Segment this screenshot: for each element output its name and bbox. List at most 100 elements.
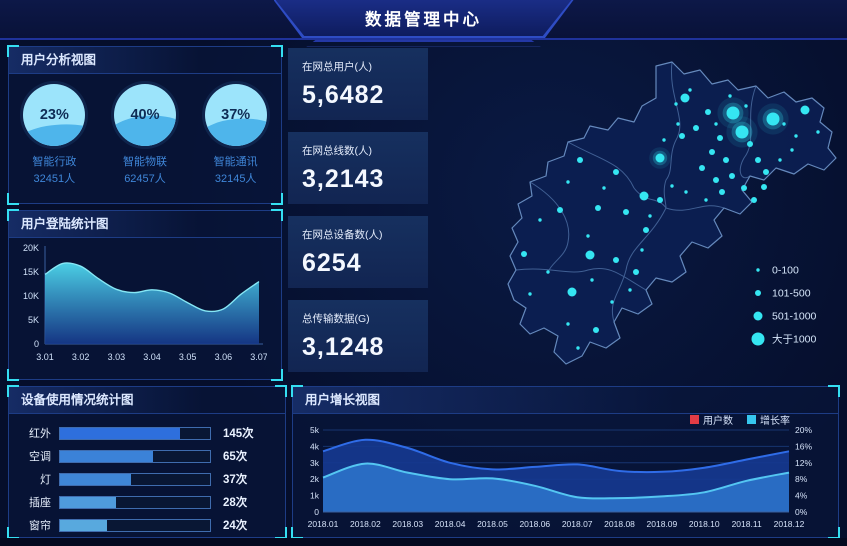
svg-text:4%: 4% — [795, 491, 808, 501]
svg-text:20%: 20% — [795, 425, 812, 435]
map-dot — [782, 122, 786, 126]
map-dot-layer — [521, 88, 820, 350]
gauge-circle: 23% — [23, 84, 86, 146]
map-dot — [709, 149, 715, 155]
svg-text:3.05: 3.05 — [179, 352, 197, 362]
map-dot — [662, 138, 666, 142]
map-dot — [639, 191, 649, 201]
stat-label: 在网总用户(人) — [302, 61, 372, 73]
corner-bracket-icon — [275, 385, 287, 397]
map-dot — [586, 234, 590, 238]
legend-item-增长率[interactable]: 增长率 — [747, 412, 790, 427]
legend-swatch-icon — [690, 415, 699, 424]
stat-value: 3,2143 — [302, 165, 385, 193]
device-value: 24次 — [223, 520, 248, 532]
legend-swatch-icon — [747, 415, 756, 424]
device-bar-row: 插座 28次 — [19, 493, 271, 511]
device-bar-track — [59, 495, 211, 509]
corner-bracket-icon — [271, 369, 283, 381]
map-dot — [521, 251, 527, 257]
svg-text:3.06: 3.06 — [215, 352, 233, 362]
gauge-label: 智能通讯 — [213, 156, 258, 168]
map-dot — [590, 278, 594, 282]
liquid-gauge: 23% 智能行政 32451人 — [9, 84, 99, 186]
map-dot — [713, 177, 719, 183]
map-dot — [585, 250, 595, 260]
panel-title-device-usage: 设备使用情况统计图 — [9, 387, 285, 414]
svg-text:2018.02: 2018.02 — [350, 519, 381, 529]
map-dot — [528, 292, 532, 296]
map-dot — [657, 197, 663, 203]
banner-decor-line — [306, 40, 541, 47]
panel-title-login-stats: 用户登陆统计图 — [9, 211, 281, 238]
corner-bracket-icon — [271, 209, 283, 221]
gauge-circle: 40% — [113, 84, 176, 146]
panel-title-user-analysis: 用户分析视图 — [9, 47, 281, 74]
panel-user-analysis: 用户分析视图 23% 智能行政 32451人 40% 智能物联 62457人 37% 智能通讯… — [7, 45, 283, 205]
map-dot — [623, 209, 629, 215]
corner-bracket-icon — [7, 193, 19, 205]
map-legend-label: 大于1000 — [772, 333, 817, 346]
device-label: 空调 — [29, 451, 51, 463]
map-dot — [735, 125, 749, 139]
map-dot — [800, 105, 810, 115]
device-bar-track — [59, 518, 211, 532]
map-dot — [655, 153, 665, 163]
svg-text:2018.04: 2018.04 — [435, 519, 466, 529]
svg-text:3.03: 3.03 — [108, 352, 126, 362]
map-dot — [766, 112, 780, 126]
map-dot — [704, 198, 708, 202]
map-dot — [794, 134, 798, 138]
map-dot — [763, 169, 769, 175]
map-dot — [723, 157, 729, 163]
map-legend: 0-100 101-500 501-1000 大于1000 — [751, 265, 817, 346]
map-dot — [557, 207, 563, 213]
svg-text:3.07: 3.07 — [250, 352, 267, 362]
device-bar-fill — [60, 473, 131, 485]
stat-card-online-devices: 在网总设备数(人) 6254 — [288, 216, 428, 288]
device-bar-fill — [60, 496, 116, 508]
map-dot — [717, 135, 723, 141]
map-legend-label: 0-100 — [772, 265, 799, 277]
svg-text:2018.01: 2018.01 — [308, 519, 339, 529]
device-bar-list: 红外 145次 空调 65次灯 37次 插座 28次 窗帘 24次 — [9, 414, 285, 534]
panel-login-stats: 用户登陆统计图 0 5K 10K 15K 20K 3.01 3.02 3.03 3.04 3.05… — [7, 209, 283, 381]
map-dot — [741, 185, 747, 191]
svg-text:2018.07: 2018.07 — [562, 519, 593, 529]
map-dot — [816, 130, 820, 134]
stat-label: 在网总线数(人) — [302, 145, 372, 157]
svg-text:3k: 3k — [310, 458, 320, 468]
login-chart-body: 0 5K 10K 15K 20K 3.01 3.02 3.03 3.04 3.05 3.06 3.07 — [9, 238, 281, 381]
svg-text:4k: 4k — [310, 441, 320, 451]
svg-text:2018.03: 2018.03 — [392, 519, 423, 529]
panel-device-usage: 设备使用情况统计图 红外 145次 空调 65次灯 37次 插座 28次 窗帘 24次 — [7, 385, 287, 539]
map-dot — [546, 270, 550, 274]
legend-label: 增长率 — [760, 416, 790, 427]
device-bar-row: 空调 65次 — [19, 447, 271, 465]
map-dot — [699, 165, 705, 171]
map-legend-label: 501-1000 — [772, 311, 817, 323]
device-value: 65次 — [223, 451, 248, 463]
corner-bracket-icon — [828, 385, 840, 397]
map-dot — [751, 197, 757, 203]
device-value: 145次 — [223, 428, 254, 440]
svg-text:2k: 2k — [310, 474, 320, 484]
map-dot — [648, 214, 652, 218]
device-bar-row: 窗帘 24次 — [19, 516, 271, 534]
region-scatter-map: 0-100 101-500 501-1000 大于1000 — [507, 61, 837, 365]
svg-text:2018.06: 2018.06 — [519, 519, 550, 529]
svg-text:2018.05: 2018.05 — [477, 519, 508, 529]
map-dot — [684, 190, 688, 194]
map-dot — [688, 88, 692, 92]
legend-item-用户数[interactable]: 用户数 — [690, 412, 733, 427]
map-dot — [567, 287, 577, 297]
device-bar-track — [59, 449, 211, 463]
gauge-count: 32451人 — [33, 173, 76, 185]
gauge-label: 智能行政 — [32, 156, 77, 168]
map-dot — [755, 157, 761, 163]
map-dot — [538, 218, 542, 222]
device-value: 37次 — [223, 474, 248, 486]
stat-card-online-users: 在网总用户(人) 5,6482 — [288, 48, 428, 120]
map-dot — [680, 93, 690, 103]
map-legend-label: 101-500 — [772, 288, 811, 300]
